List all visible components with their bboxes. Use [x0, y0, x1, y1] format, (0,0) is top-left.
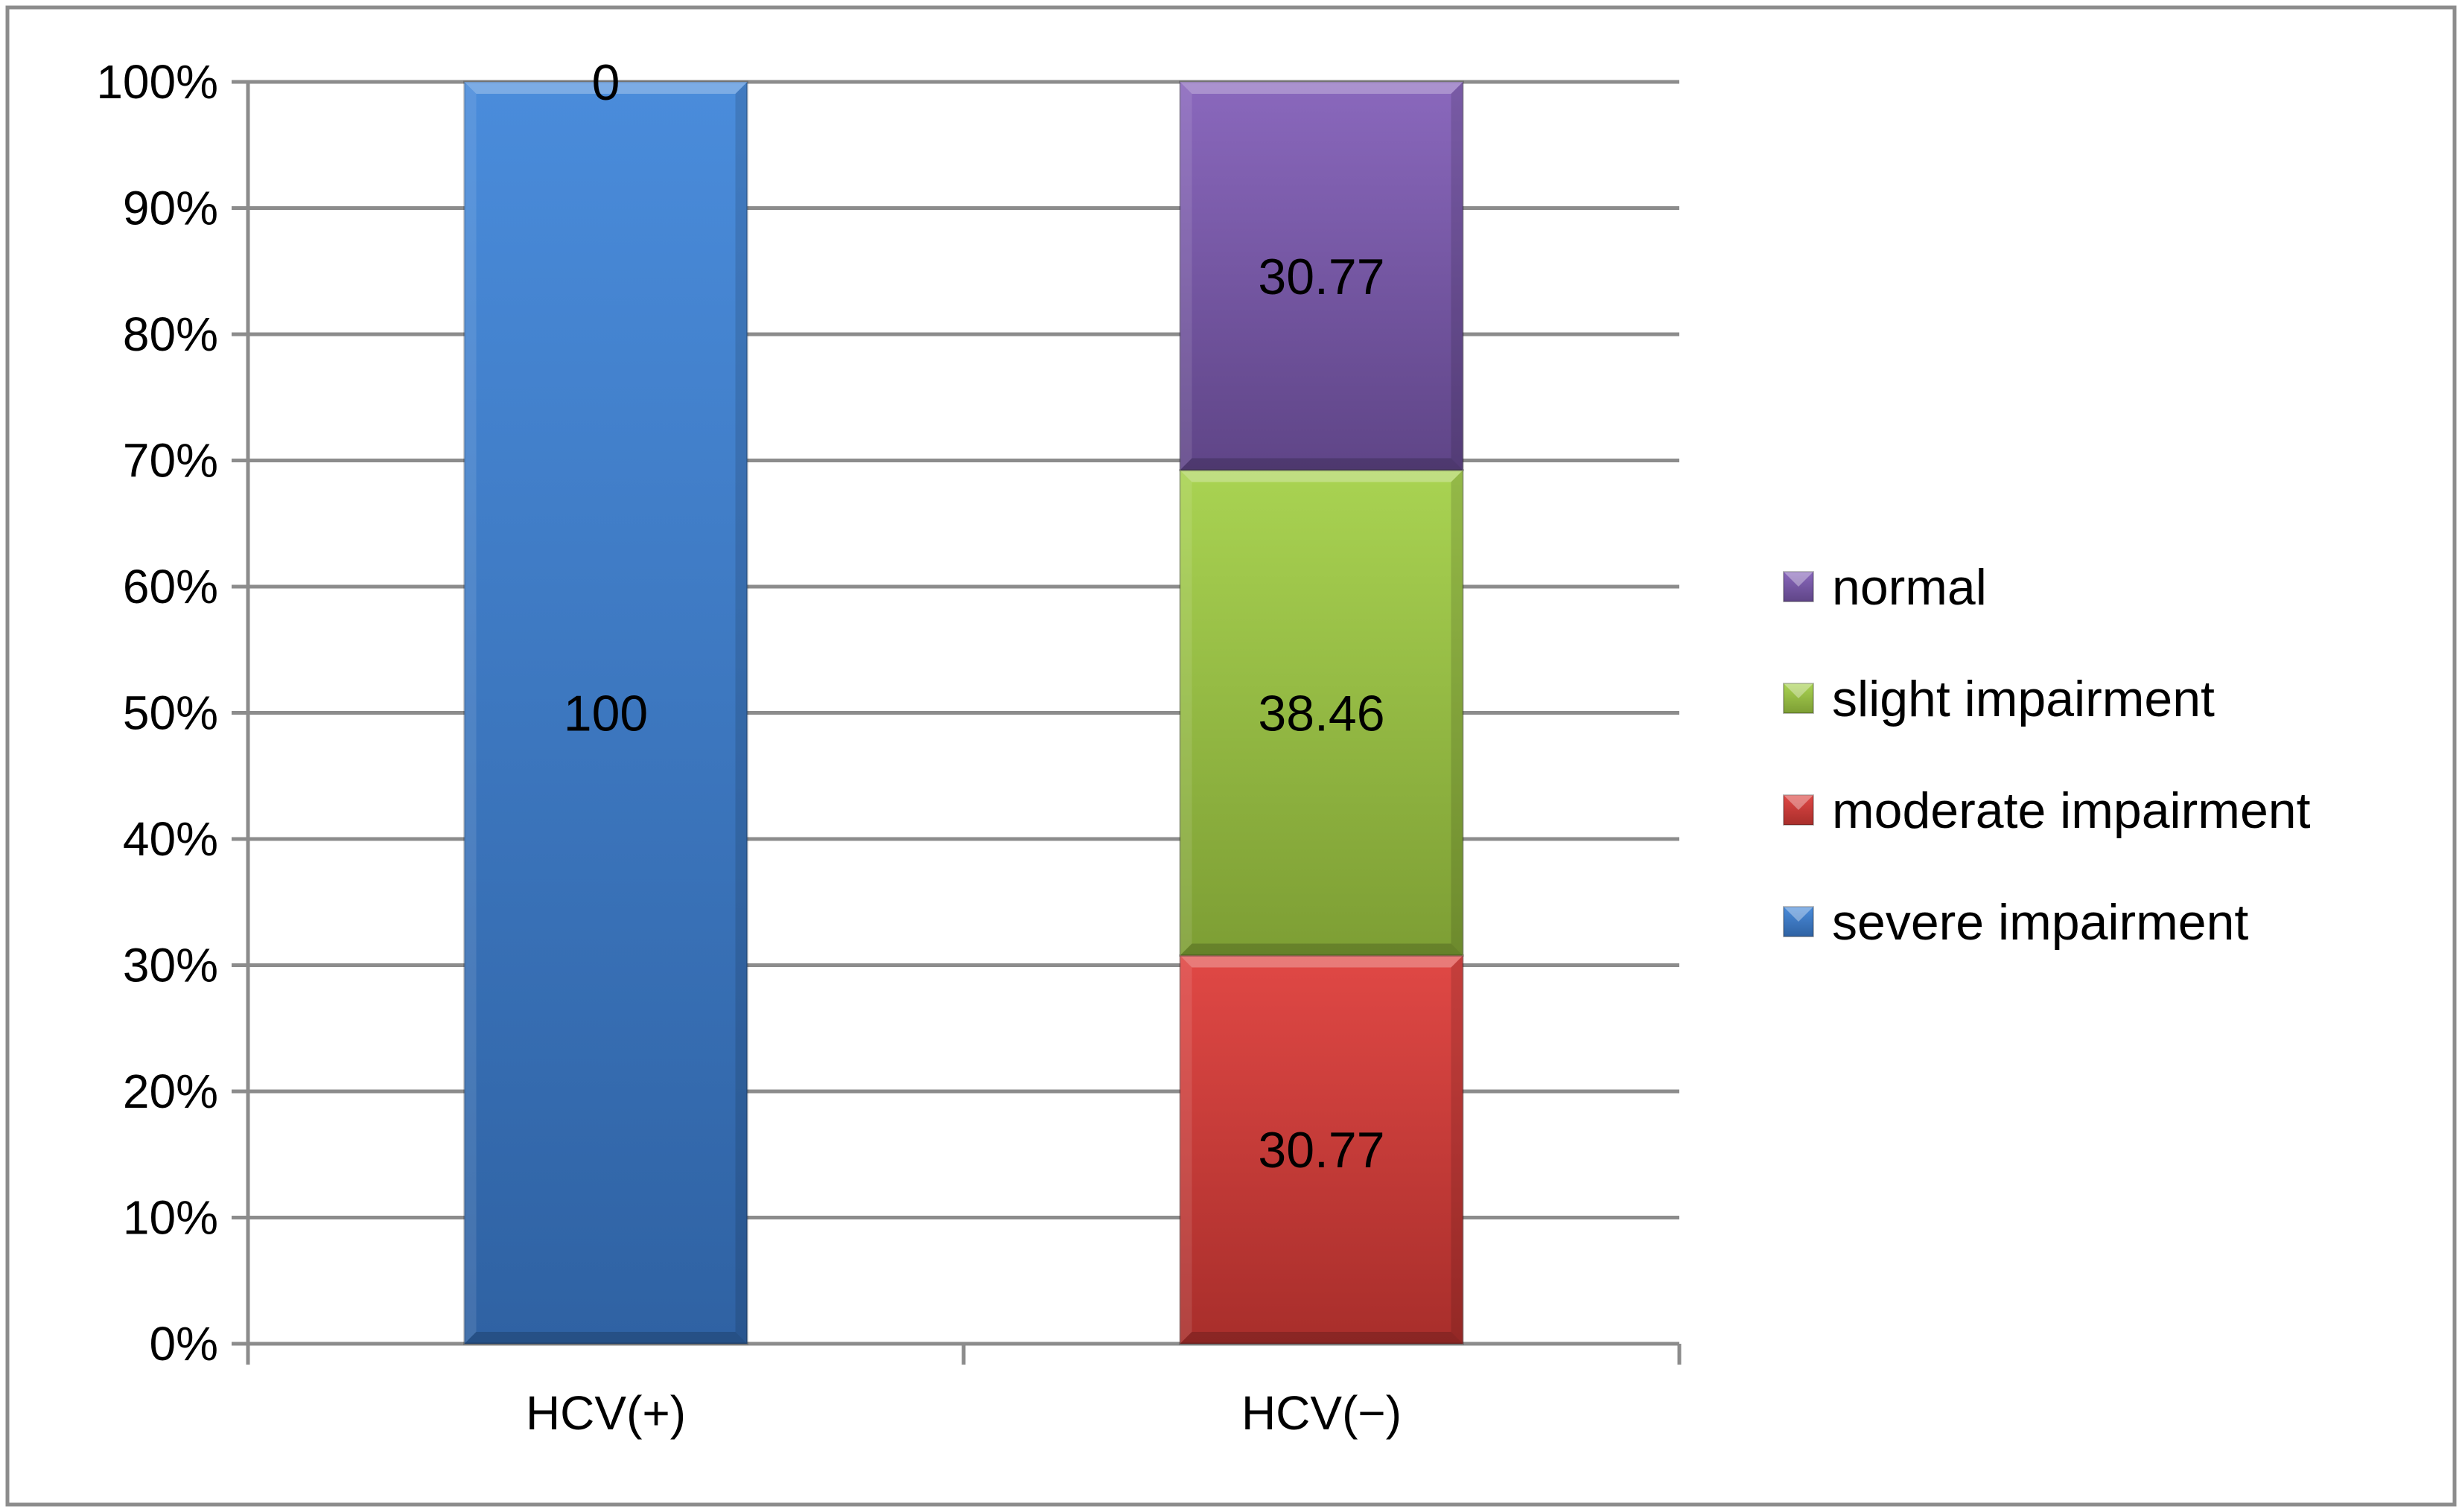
legend-swatch-bevel: [1784, 907, 1813, 922]
legend-swatch-normal: [1783, 571, 1814, 602]
bar-bevel-top: [1180, 470, 1463, 482]
y-tick-label: 90%: [123, 182, 218, 235]
bar-segment-severe-impairment: [463, 80, 748, 1345]
x-tick-label: HCV(−): [1241, 1386, 1402, 1440]
bar-bevel-right: [735, 82, 748, 1344]
legend-swatch-bevel: [1784, 683, 1813, 698]
bar-bevel-bottom: [464, 1332, 748, 1344]
y-tick-label: 100%: [96, 55, 218, 109]
bars: [463, 80, 1464, 1345]
legend-swatch-slight-impairment: [1783, 683, 1814, 714]
bar-bevel-right: [1451, 955, 1463, 1344]
y-tick-label: 30%: [123, 939, 218, 992]
legend-label-moderate-impairment: moderate impairment: [1832, 782, 2311, 839]
bar-bevel-left: [464, 82, 477, 1344]
y-tick-label: 0%: [150, 1317, 219, 1371]
data-label-normal: 30.77: [1258, 249, 1384, 305]
y-tick-label: 20%: [123, 1065, 218, 1118]
data-label-slight-impairment: 38.46: [1258, 686, 1384, 742]
legend-label-normal: normal: [1832, 559, 1987, 616]
y-tick-label: 80%: [123, 307, 218, 361]
x-tick-label: HCV(+): [526, 1386, 686, 1440]
bar-segment-normal: [1179, 80, 1464, 472]
bar-bevel-left: [1180, 82, 1192, 470]
bar-bevel-top: [1180, 955, 1463, 968]
y-tick-label: 60%: [123, 560, 218, 613]
legend: normal slight impairment moderate impairme…: [1783, 559, 2311, 951]
bar-bevel-bottom: [1180, 458, 1463, 470]
legend-swatch-bevel: [1784, 572, 1813, 587]
bar-bevel-right: [1451, 82, 1463, 470]
bar-segment-slight-impairment: [1179, 469, 1464, 957]
data-label-moderate-impairment: 30.77: [1258, 1122, 1384, 1178]
legend-label-severe-impairment: severe impairment: [1832, 894, 2248, 951]
legend-swatch-severe-impairment: [1783, 906, 1814, 937]
y-tick-label: 10%: [123, 1191, 218, 1245]
bar-bevel-right: [1451, 470, 1463, 956]
bar-bevel-bottom: [1180, 943, 1463, 956]
data-label-moderate-impairment: 0: [592, 54, 620, 111]
bar-bevel-left: [1180, 470, 1192, 956]
bar-bevel-left: [1180, 955, 1192, 1344]
data-label-severe-impairment: 100: [564, 686, 648, 742]
legend-swatch-moderate-impairment: [1783, 794, 1814, 826]
bar-bevel-top: [1180, 82, 1463, 94]
legend-label-slight-impairment: slight impairment: [1832, 671, 2215, 727]
y-tick-label: 40%: [123, 812, 218, 866]
y-tick-label: 50%: [123, 686, 218, 740]
bar-bevel-bottom: [1180, 1332, 1463, 1344]
data-labels: 100 0 30.77 38.46 30.77: [564, 54, 1385, 1178]
bar-segment-moderate-impairment: [1179, 954, 1464, 1345]
bar-bevel-top: [464, 82, 748, 94]
legend-swatch-bevel: [1784, 795, 1813, 810]
y-tick-label: 70%: [123, 434, 218, 488]
